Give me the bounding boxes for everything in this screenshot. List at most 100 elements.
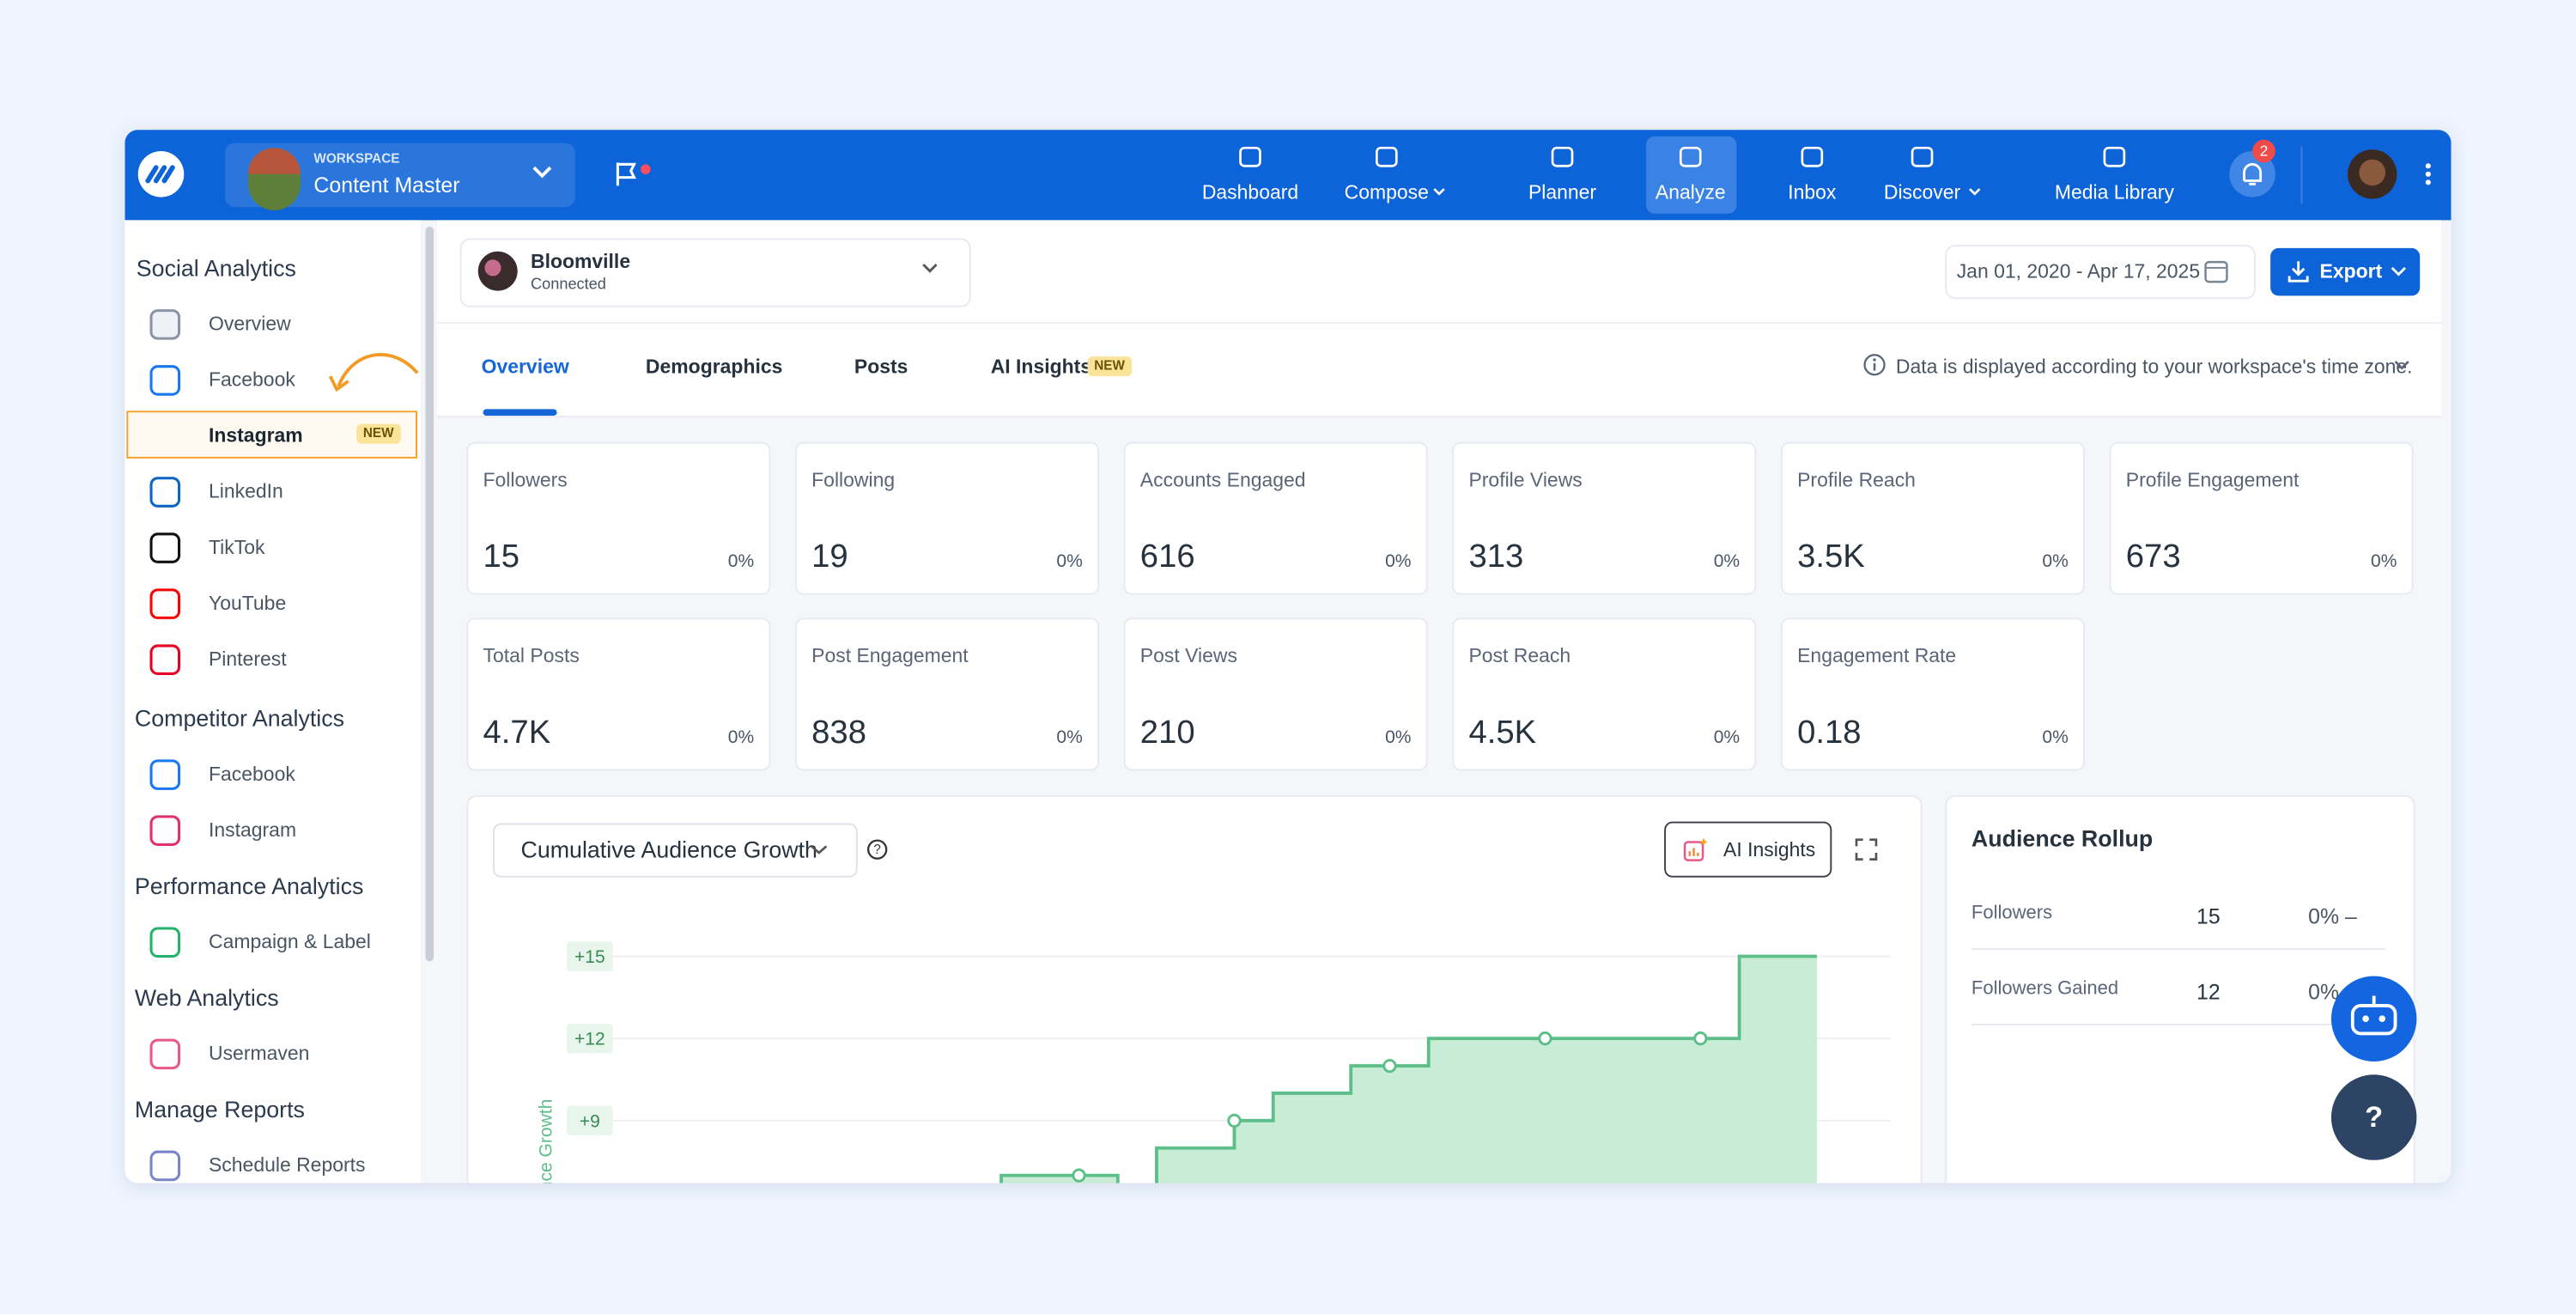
account-status: Connected: [530, 276, 606, 295]
workspace-switcher[interactable]: [225, 143, 575, 208]
nav-item[interactable]: Compose: [1344, 180, 1429, 204]
sidebar-item[interactable]: Schedule Reports: [208, 1153, 366, 1177]
rollup-change: 0%: [2308, 979, 2340, 1005]
y-tick-label: +12: [574, 1030, 605, 1049]
metric-value: 210: [1139, 715, 1195, 751]
rollup-value: 12: [2196, 979, 2221, 1005]
nav-icon: [1551, 146, 1574, 167]
platform-icon: [149, 927, 181, 958]
point: [1227, 1113, 1242, 1128]
header-divider: [436, 322, 2442, 324]
metric-value: 4.5K: [1468, 715, 1537, 751]
chevron[interactable]: [2394, 358, 2410, 371]
new-badge: NEW: [356, 423, 401, 444]
sidebar-item[interactable]: LinkedIn: [208, 479, 283, 503]
sidebar-item[interactable]: YouTube: [208, 591, 287, 615]
sidebar-item[interactable]: Facebook: [208, 368, 295, 392]
metric-change: 0%: [1056, 551, 1083, 572]
help-button[interactable]: [2330, 1074, 2417, 1160]
metric-value: 19: [811, 538, 848, 575]
y-axis-label: Audience Growth: [537, 1099, 556, 1183]
account-name: Bloomville: [530, 249, 631, 273]
help-icon[interactable]: ?: [866, 838, 889, 861]
nav-item[interactable]: Analyze: [1655, 180, 1726, 204]
download-icon: [2287, 261, 2309, 283]
tab[interactable]: Demographics: [645, 355, 783, 379]
metric-label: Post Engagement: [811, 644, 969, 667]
sidebar-item[interactable]: Instagram: [208, 818, 297, 842]
new-badge: NEW: [1087, 356, 1132, 377]
info-icon: [1863, 354, 1886, 376]
sidebar-scrollbar: [425, 227, 434, 962]
workspace-avatar-detail: [247, 173, 301, 210]
sidebar-item[interactable]: Usermaven: [208, 1042, 310, 1065]
rollup-label: Followers: [1971, 903, 2053, 924]
metric-label: Following: [811, 468, 896, 492]
notification-badge: [2252, 139, 2275, 163]
app-window: 2 WORKSPACE Content Master Bloomville Co…: [125, 130, 2451, 1183]
sidebar-section-title: Social Analytics: [136, 254, 296, 282]
chatbot-button[interactable]: [2330, 976, 2417, 1062]
tab[interactable]: Overview: [481, 355, 569, 379]
metric-change: 0%: [1385, 551, 1412, 572]
nav-item[interactable]: Planner: [1528, 180, 1597, 204]
sidebar-item[interactable]: TikTok: [208, 535, 265, 559]
sidebar-item[interactable]: Instagram: [208, 423, 303, 447]
date-range-picker[interactable]: [1945, 245, 2256, 300]
metric-change: 0%: [1056, 727, 1083, 748]
nav-icon: [1911, 146, 1934, 167]
callout-arrow: [337, 353, 419, 387]
metric-value: 838: [811, 715, 867, 751]
metric-card: [1123, 617, 1428, 771]
sidebar-icons: [149, 309, 419, 1182]
rollup-value: 15: [2196, 903, 2221, 928]
metric-label: Followers: [483, 468, 568, 492]
flag-icon[interactable]: [616, 162, 636, 186]
platform-icon: [149, 759, 181, 790]
y-tick-box: [567, 1105, 613, 1136]
metric-label: Post Views: [1139, 644, 1237, 667]
date-range: Jan 01, 2020 - Apr 17, 2025: [1956, 259, 2201, 283]
bell-button[interactable]: [2229, 151, 2275, 198]
sidebar-item[interactable]: Campaign & Label: [208, 929, 371, 953]
metric-card: [1780, 617, 2085, 771]
expand-icon[interactable]: [1853, 836, 1880, 863]
chart-selector[interactable]: [492, 823, 858, 878]
nav-item[interactable]: Discover: [1883, 180, 1961, 204]
point: [1382, 1058, 1397, 1074]
nav-item[interactable]: Inbox: [1788, 180, 1837, 204]
ai-insights-button[interactable]: [1664, 821, 1832, 878]
nav-active-bg: [1646, 136, 1737, 214]
callout-arrowhead: [328, 375, 349, 392]
account-selector[interactable]: [459, 238, 971, 307]
notification-count: 2: [2260, 143, 2269, 160]
help-label: ?: [2365, 1101, 2383, 1134]
metric-card: [1123, 441, 1428, 595]
line: [999, 954, 1818, 1183]
sidebar-item[interactable]: Facebook: [208, 762, 295, 786]
nav-item[interactable]: Dashboard: [1201, 180, 1299, 204]
svg-text:?: ?: [873, 843, 881, 857]
chart-panel: +9 +12 +15 Audience Growth Cumulative Audie…: [466, 795, 1923, 1183]
metric-label: Profile Reach: [1797, 468, 1916, 492]
nav-item[interactable]: Media Library: [2054, 180, 2174, 204]
tab[interactable]: AI Insights: [990, 355, 1092, 379]
metric-label: Profile Engagement: [2125, 468, 2300, 492]
metric-card: [1452, 617, 1757, 771]
export-label: Export: [2319, 259, 2383, 283]
metric-change: 0%: [2371, 551, 2397, 572]
y-tick-label: +15: [574, 947, 605, 967]
more-menu[interactable]: [2425, 163, 2431, 186]
sidebar-item[interactable]: Overview: [208, 312, 291, 336]
y-tick-box: [567, 941, 613, 971]
metric-value: 673: [2125, 538, 2181, 575]
sidebar-item[interactable]: Pinterest: [208, 647, 287, 671]
tab[interactable]: Posts: [854, 355, 908, 379]
bot-eye: [2362, 1015, 2369, 1023]
platform-icon: [149, 815, 181, 846]
metric-change: 0%: [1713, 551, 1741, 572]
platform-icon: [149, 309, 181, 340]
metric-value: 313: [1468, 538, 1524, 575]
metric-card: [1780, 441, 2085, 595]
